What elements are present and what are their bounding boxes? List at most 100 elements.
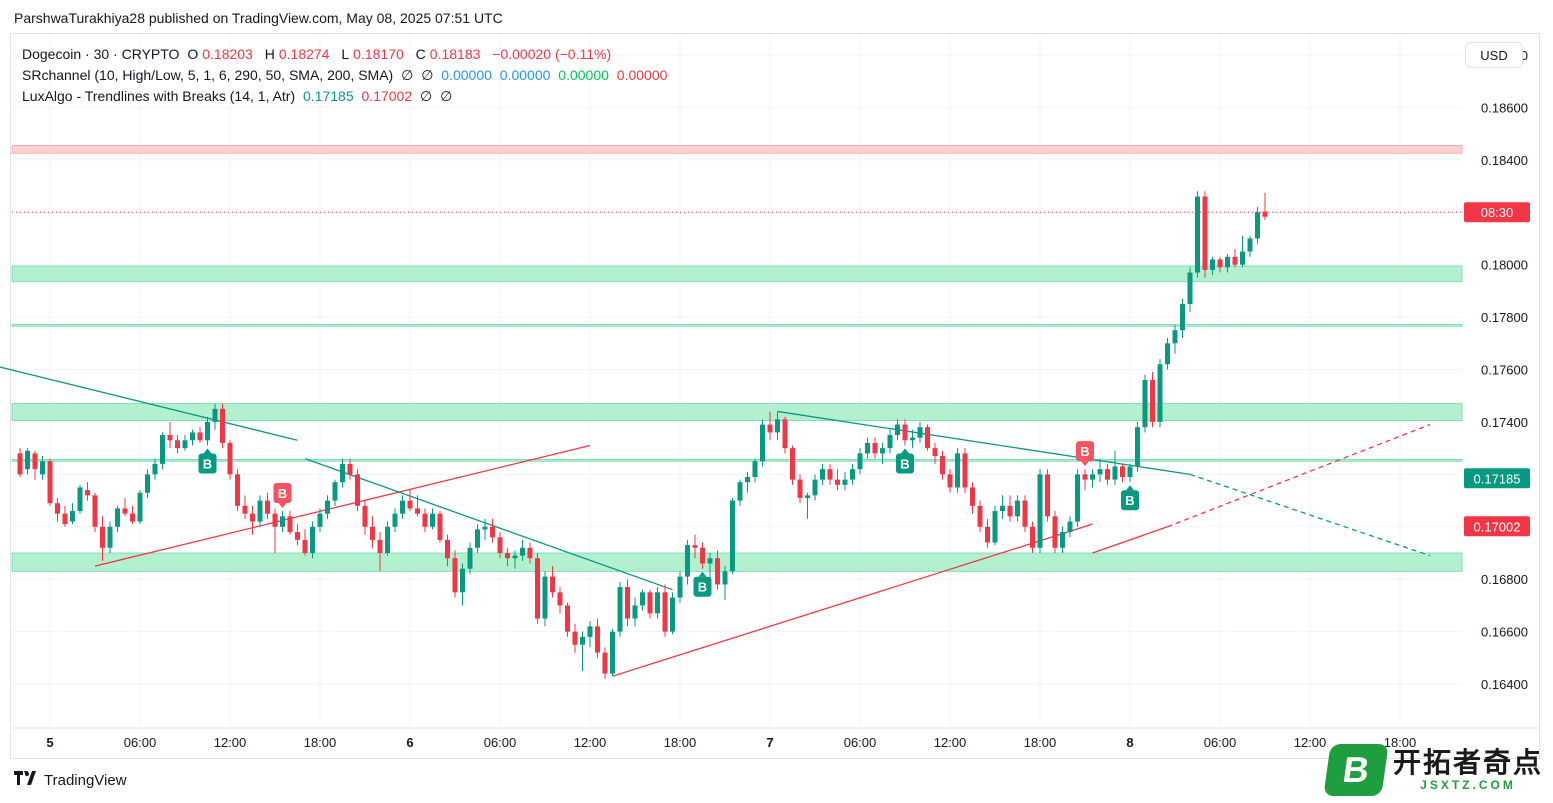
candle-body — [677, 576, 683, 598]
candle-body — [1262, 211, 1268, 217]
candle — [460, 563, 465, 606]
candle — [872, 437, 878, 459]
candle — [1127, 463, 1133, 483]
candle — [1060, 526, 1065, 553]
candle-body — [992, 511, 998, 543]
y-tick-label: 0.16400 — [1481, 677, 1528, 692]
candle — [1007, 495, 1013, 522]
marker-arrow — [278, 503, 287, 509]
candle-body — [205, 421, 210, 441]
candle — [542, 571, 548, 627]
candle-body — [760, 424, 765, 462]
candle — [1165, 338, 1170, 370]
candle — [850, 463, 855, 485]
sr-zones — [11, 145, 1463, 572]
candle — [632, 597, 638, 627]
candle — [625, 579, 630, 627]
candle-body — [805, 495, 810, 498]
candle-body — [1180, 303, 1185, 331]
candle-body — [460, 568, 465, 593]
candle-body — [250, 513, 255, 522]
candle-body — [122, 508, 128, 514]
candle — [647, 589, 653, 619]
candle — [77, 484, 83, 514]
candle-body — [910, 437, 915, 441]
candle — [812, 474, 818, 501]
candle-body — [400, 500, 405, 514]
candle-body — [370, 526, 375, 540]
candle-body — [812, 479, 818, 496]
break-down-marker: B — [273, 483, 292, 509]
candle-body — [152, 463, 158, 475]
axis-price-label: 0.17002 — [1464, 516, 1530, 537]
legend-symbol-row[interactable]: Dogecoin · 30 · CRYPTO O 0.18203 H 0.18274… — [22, 44, 671, 65]
candle-body — [1135, 427, 1140, 467]
candle-body — [902, 424, 908, 441]
candle — [347, 458, 353, 480]
candle — [452, 550, 458, 598]
candle — [167, 421, 173, 449]
candle — [287, 511, 293, 535]
candle — [1082, 469, 1088, 491]
candle-body — [602, 652, 608, 674]
candle-body — [775, 419, 780, 433]
candle — [805, 492, 810, 519]
candle — [332, 479, 338, 506]
legend-luxalgo-row[interactable]: LuxAlgo - Trendlines with Breaks (14, 1,… — [22, 86, 671, 107]
sr-value-4: 0.00000 — [616, 67, 668, 83]
candle-body — [317, 513, 323, 527]
candle — [1030, 521, 1035, 553]
candle-body — [160, 435, 165, 464]
candle-body — [415, 508, 420, 514]
x-tick-label: 18:00 — [664, 735, 697, 750]
legend-srchannel-row[interactable]: SRchannel (10, High/Low, 5, 1, 6, 290, 5… — [22, 65, 671, 86]
currency-button[interactable]: USD — [1465, 42, 1523, 68]
candle-body — [32, 453, 38, 470]
candle-body — [850, 469, 855, 480]
candle — [925, 424, 930, 451]
ohlc-close: C 0.18183 — [415, 46, 481, 62]
axis-price-label: 0.17185 — [1464, 468, 1530, 489]
candle-body — [565, 605, 570, 632]
candle — [970, 482, 975, 514]
candle — [767, 411, 773, 441]
candle-body — [295, 532, 300, 540]
candle — [1195, 191, 1200, 278]
candle — [865, 437, 870, 459]
candle — [92, 492, 98, 533]
candle — [325, 495, 330, 519]
candle-body — [520, 547, 525, 556]
candle — [940, 450, 945, 480]
candle-body — [970, 487, 975, 506]
candle — [902, 419, 908, 446]
y-tick-label: 0.16600 — [1481, 625, 1528, 640]
candle-body — [430, 513, 435, 527]
candle-body — [647, 592, 653, 614]
marker-label: B — [278, 486, 287, 501]
support-zone — [11, 552, 1463, 572]
candle-body — [955, 453, 960, 488]
candle-body — [692, 545, 698, 548]
candle-body — [257, 500, 263, 522]
candle — [610, 629, 615, 677]
candle — [1232, 248, 1238, 268]
candle-body — [1007, 505, 1013, 517]
marker-badge — [1121, 490, 1139, 511]
candle — [160, 432, 165, 470]
candle-body — [940, 456, 945, 475]
candle-body — [497, 537, 503, 553]
candle — [677, 571, 683, 603]
candle — [1202, 191, 1208, 278]
candle-body — [985, 526, 990, 543]
candle — [1217, 256, 1223, 273]
candle — [62, 505, 68, 527]
candle-body — [1202, 196, 1208, 270]
candle-body — [557, 592, 563, 606]
candle — [1225, 254, 1230, 273]
candle — [962, 448, 968, 493]
candle-body — [347, 463, 353, 475]
candle-body — [925, 427, 930, 449]
candle-body — [1232, 256, 1238, 265]
candle — [1120, 463, 1125, 483]
